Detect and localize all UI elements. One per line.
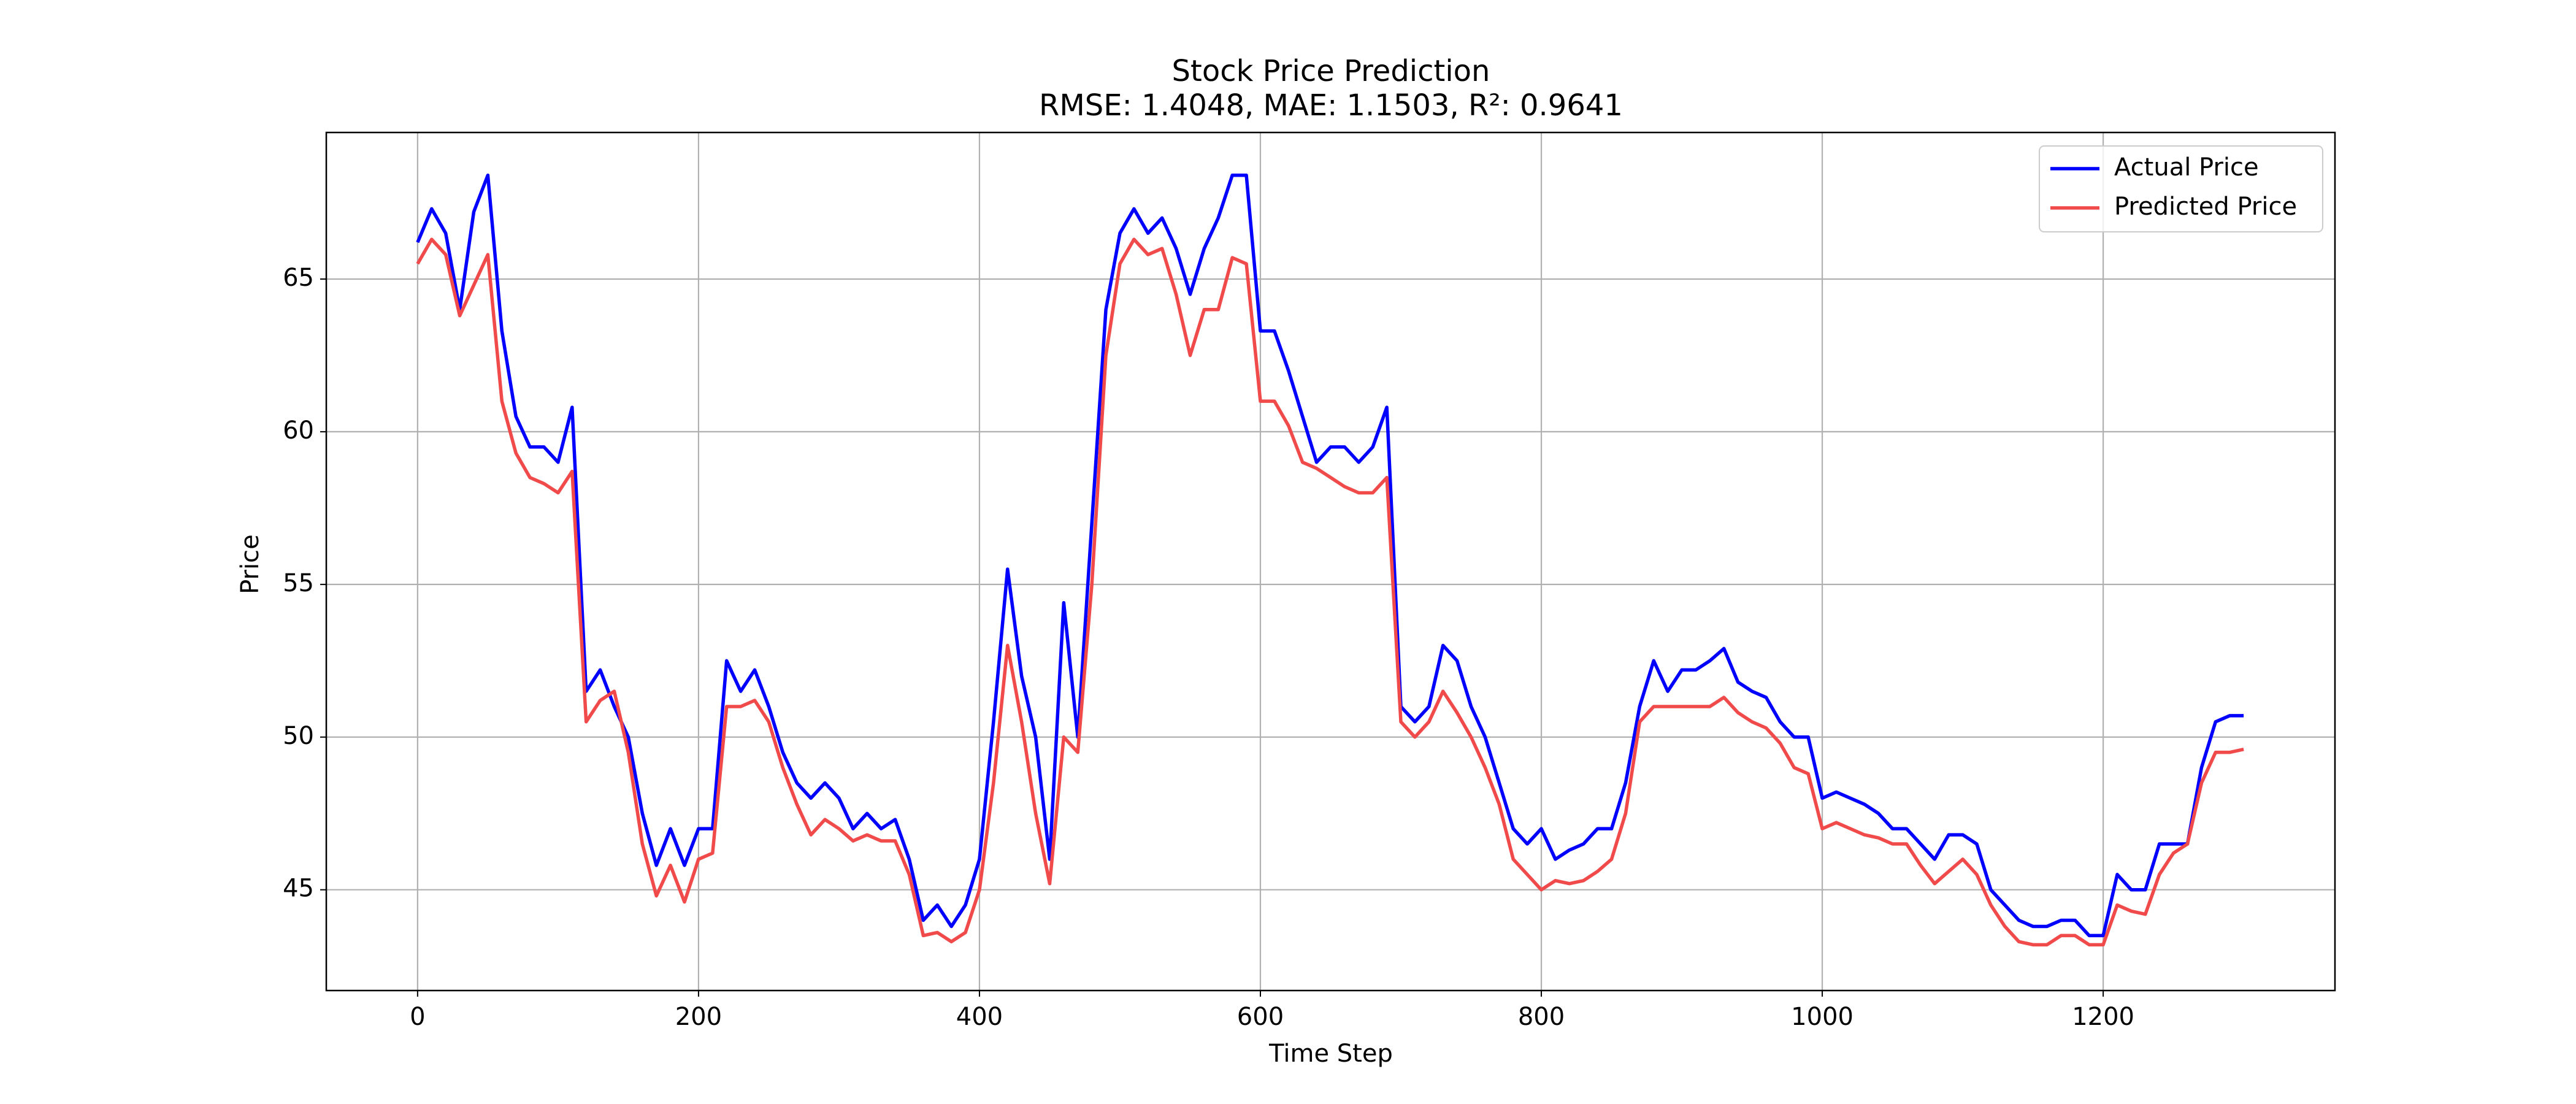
line-series	[416, 237, 2244, 947]
line-series	[416, 173, 2244, 938]
y-axis-label: Price	[236, 534, 264, 594]
x-axis-label: Time Step	[1268, 1040, 1393, 1068]
legend-box	[2039, 145, 2323, 232]
y-tick-label: 55	[283, 569, 314, 597]
plot-frame	[325, 131, 2336, 992]
x-tick-label: 1200	[2072, 1003, 2134, 1031]
x-tick-label: 0	[410, 1003, 425, 1031]
legend-label: Predicted Price	[2114, 193, 2297, 221]
chart-subtitle: RMSE: 1.4048, MAE: 1.1503, R²: 0.9641	[1039, 88, 1623, 123]
x-tick-label: 400	[956, 1003, 1003, 1031]
legend-label: Actual Price	[2114, 153, 2259, 182]
y-tick-label: 50	[283, 722, 314, 750]
y-tick-label: 45	[283, 875, 314, 903]
x-tick-label: 200	[675, 1003, 722, 1031]
x-tick-label: 800	[1518, 1003, 1565, 1031]
y-tick-label: 65	[283, 264, 314, 292]
x-tick-label: 1000	[1791, 1003, 1853, 1031]
x-tick-label: 600	[1237, 1003, 1284, 1031]
chart-title: Stock Price Prediction	[1172, 54, 1490, 88]
y-tick-label: 60	[283, 416, 314, 445]
